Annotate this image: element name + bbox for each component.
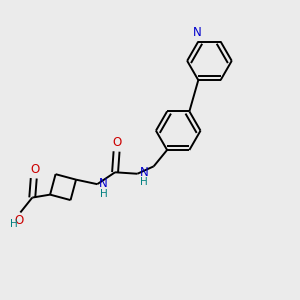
Text: N: N bbox=[99, 177, 107, 190]
Text: O: O bbox=[15, 214, 24, 227]
Text: H: H bbox=[140, 177, 148, 187]
Text: N: N bbox=[192, 26, 201, 39]
Text: O: O bbox=[112, 136, 121, 149]
Text: H: H bbox=[10, 219, 18, 229]
Text: O: O bbox=[30, 163, 39, 176]
Text: H: H bbox=[100, 189, 108, 199]
Text: N: N bbox=[140, 166, 148, 179]
